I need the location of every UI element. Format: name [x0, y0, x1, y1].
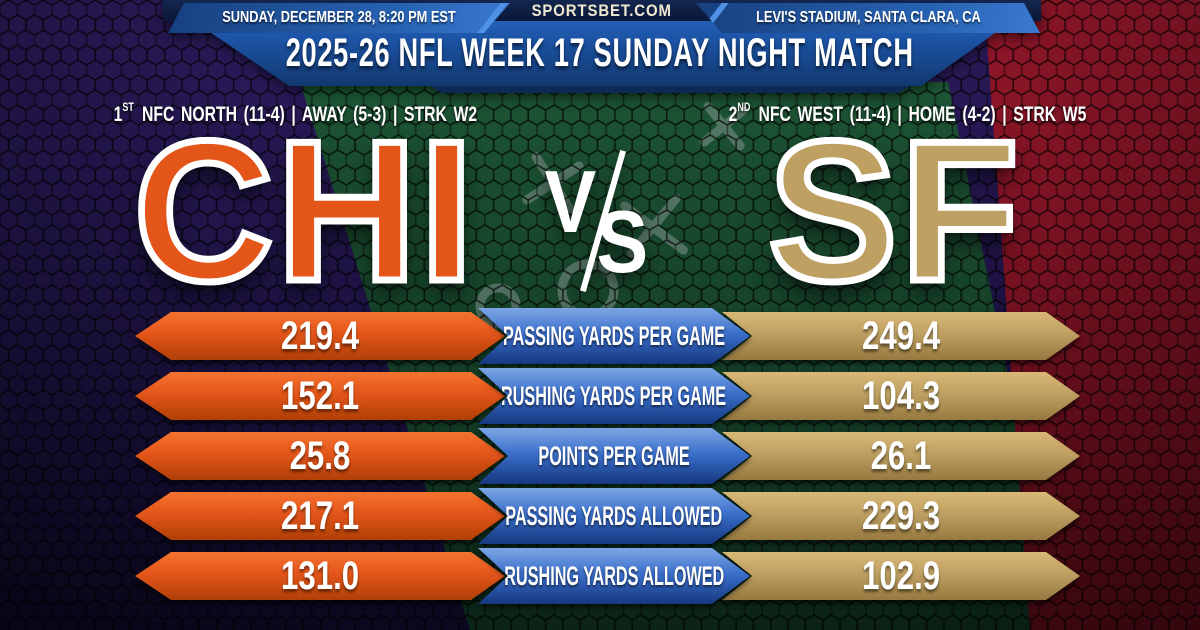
away-team-summary: 1ST NFC NORTH (11-4) | AWAY (5-3) | STRK… [75, 100, 515, 128]
home-summary-detail: NFC WEST (11-4) | HOME (4-2) | STRK W5 [751, 102, 1086, 126]
away-stat-bar: 219.4 [135, 312, 505, 360]
away-summary-text: 1ST NFC NORTH (11-4) | AWAY (5-3) | STRK… [113, 99, 477, 127]
stat-row: 217.1 PASSING YARDS ALLOWED 229.3 [0, 492, 1200, 540]
stat-label: RUSHING YARDS ALLOWED [504, 560, 724, 591]
home-stat-bar: 104.3 [722, 372, 1080, 420]
stat-label-bar: RUSHING YARDS ALLOWED [478, 548, 750, 604]
stat-label: PASSING YARDS PER GAME [502, 320, 726, 351]
stat-label: PASSING YARDS ALLOWED [505, 500, 723, 531]
stat-row: 152.1 RUSHING YARDS PER GAME 104.3 [0, 372, 1200, 420]
home-stat-bar: 26.1 [722, 432, 1080, 480]
away-stat-bar: 25.8 [135, 432, 505, 480]
stat-label-bar: POINTS PER GAME [478, 428, 750, 484]
away-stat-value: 131.0 [280, 553, 360, 598]
away-stat-bar: 152.1 [135, 372, 505, 420]
away-stat-value: 217.1 [280, 493, 360, 538]
versus-s: S [596, 192, 649, 291]
stat-row: 25.8 POINTS PER GAME 26.1 [0, 432, 1200, 480]
home-rank-suffix: ND [736, 99, 750, 114]
home-rank: 2 [728, 102, 737, 126]
match-title: 2025-26 NFL WEEK 17 SUNDAY NIGHT MATCH [286, 30, 914, 75]
banner-lip [430, 86, 910, 93]
away-stat-value: 25.8 [289, 433, 351, 478]
home-stat-value: 26.1 [870, 433, 932, 478]
away-rank-suffix: ST [121, 99, 134, 114]
away-summary-detail: NFC NORTH (11-4) | AWAY (5-3) | STRK W2 [135, 102, 477, 126]
site-name: SPORTSBET.COM [531, 0, 673, 20]
home-summary-text: 2ND NFC WEST (11-4) | HOME (4-2) | STRK … [728, 99, 1086, 127]
away-stat-bar: 217.1 [135, 492, 505, 540]
away-stat-bar: 131.0 [135, 552, 505, 600]
home-stat-bar: 249.4 [722, 312, 1080, 360]
away-stat-value: 219.4 [280, 313, 360, 358]
home-stat-value: 229.3 [861, 493, 941, 538]
stat-row: 219.4 PASSING YARDS PER GAME 249.4 [0, 312, 1200, 360]
away-rank: 1 [113, 102, 122, 126]
away-team-abbr: CHI [130, 100, 477, 323]
stat-label-bar: PASSING YARDS PER GAME [478, 308, 750, 364]
datetime-text: SUNDAY, DECEMBER 28, 8:20 PM EST [222, 9, 456, 26]
home-stat-value: 249.4 [861, 313, 941, 358]
home-stat-value: 104.3 [861, 373, 941, 418]
home-team-summary: 2ND NFC WEST (11-4) | HOME (4-2) | STRK … [687, 100, 1127, 128]
home-stat-bar: 229.3 [722, 492, 1080, 540]
away-stat-value: 152.1 [280, 373, 360, 418]
venue-text: LEVI'S STADIUM, SANTA CLARA, CA [755, 9, 981, 26]
home-team-abbr: SF [765, 100, 1023, 323]
versus-badge: V S [537, 150, 667, 298]
venue-banner: LEVI'S STADIUM, SANTA CLARA, CA [696, 3, 1040, 33]
stat-label-bar: PASSING YARDS ALLOWED [478, 488, 750, 544]
home-stat-bar: 102.9 [722, 552, 1080, 600]
versus-v: V [544, 152, 597, 251]
stat-row: 131.0 RUSHING YARDS ALLOWED 102.9 [0, 552, 1200, 600]
stat-label: POINTS PER GAME [538, 440, 690, 471]
home-stat-value: 102.9 [861, 553, 941, 598]
stat-label-bar: RUSHING YARDS PER GAME [478, 368, 750, 424]
header-banner: SPORTSBET.COM SUNDAY, DECEMBER 28, 8:20 … [0, 0, 1200, 100]
stats-rows: 219.4 PASSING YARDS PER GAME 249.4 152.1… [0, 312, 1200, 600]
title-wrap: 2025-26 NFL WEEK 17 SUNDAY NIGHT MATCH [0, 22, 1200, 84]
stat-label: RUSHING YARDS PER GAME [501, 380, 727, 411]
datetime-banner: SUNDAY, DECEMBER 28, 8:20 PM EST [168, 3, 510, 33]
